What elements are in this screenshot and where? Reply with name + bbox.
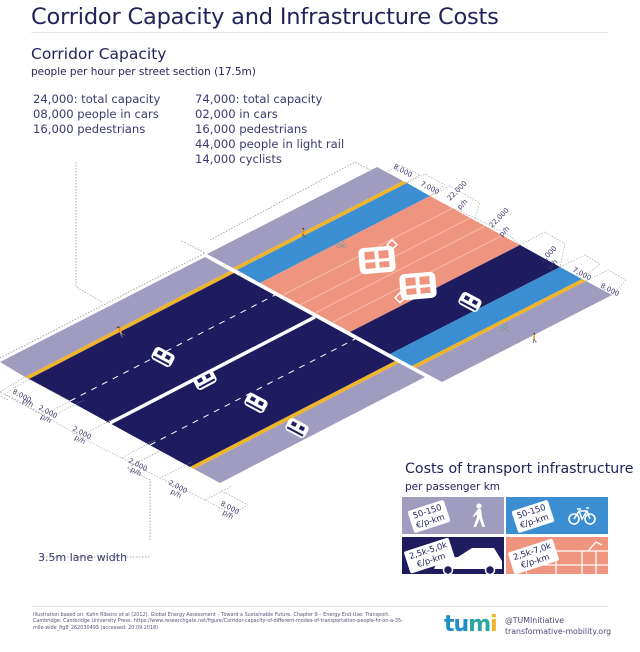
costs-title: Costs of transport infrastructure (405, 461, 634, 477)
costs-subtitle: per passenger km (405, 481, 501, 493)
price-tag: 50-150 €/p-km (511, 499, 555, 534)
social-links: @TUMInitiative transformative-mobility.o… (505, 616, 611, 637)
source-note: Illustration based on: Kahn Ribeiro et a… (33, 612, 403, 631)
car-icon (434, 548, 502, 574)
svg-text:p/h: p/h (456, 198, 470, 212)
svg-text:🚲: 🚲 (336, 239, 347, 249)
cost-cell-light-rail: 2,5k-7,0k €/p-km (506, 537, 608, 574)
tumi-logo: tumi (444, 612, 498, 637)
stat-line: 24,000: total capacity (33, 92, 161, 106)
cost-cell-car: 2,5k-5,0k €/p-km (402, 537, 504, 574)
header-divider (31, 32, 608, 33)
stat-line: 74,000: total capacity (195, 92, 323, 106)
footer-divider (31, 606, 608, 607)
twitter-handle[interactable]: @TUMInitiative (505, 616, 565, 625)
bicycle-icon (568, 507, 596, 525)
street-illustration: 🚶 ✈ 🚶 🚲 🚲 🚶 8,000 p/h 2,000 p/h 2,000 p/… (0, 161, 627, 558)
pedestrian-icon (473, 503, 485, 527)
left-street-stats: 24,000: total capacity 08,000 people in … (33, 92, 160, 137)
svg-text:🚶: 🚶 (529, 332, 540, 344)
stat-line: 16,000 pedestrians (33, 122, 146, 136)
svg-text:✈: ✈ (323, 451, 335, 465)
right-street-stats: 74,000: total capacity 02,000 in cars 16… (195, 92, 344, 167)
stat-line: 16,000 pedestrians (195, 122, 308, 136)
svg-text:22,000: 22,000 (446, 179, 469, 202)
stat-line: 02,000 in cars (195, 107, 278, 121)
svg-text:22,000: 22,000 (488, 206, 511, 229)
pedestrian-marking: 🚶 (112, 323, 130, 341)
corridor-capacity-subtitle: people per hour per street section (17.5… (31, 66, 256, 78)
cost-cell-walking: 50-150 €/p-km (402, 497, 504, 534)
corridor-capacity-title: Corridor Capacity (31, 45, 167, 63)
stat-line: 08,000 people in cars (33, 107, 159, 121)
price-tag: 50-150 €/p-km (407, 499, 451, 534)
svg-text:🚶: 🚶 (298, 227, 309, 239)
stat-line: 14,000 cyclists (195, 152, 282, 166)
cost-grid: 50-150 €/p-km 50-150 €/p-km 2,5k-5,0k (402, 497, 608, 574)
website-link[interactable]: transformative-mobility.org (505, 626, 612, 636)
page-title: Corridor Capacity and Infrastructure Cos… (31, 4, 499, 30)
svg-text:8,000: 8,000 (392, 163, 413, 179)
lane-width-note: 3.5m lane width (38, 551, 128, 564)
svg-text:🚲: 🚲 (499, 322, 510, 332)
stat-line: 44,000 people in light rail (195, 137, 345, 151)
cost-cell-cycling: 50-150 €/p-km (506, 497, 608, 534)
